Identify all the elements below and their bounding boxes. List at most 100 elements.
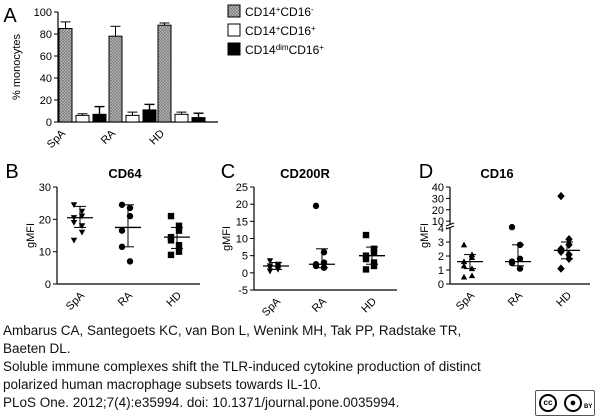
x-tick-label: HD	[359, 296, 379, 316]
legend-label-part: CD16	[280, 5, 311, 19]
x-tick-label: HD	[147, 128, 167, 148]
y-tick-label: 0	[46, 117, 52, 129]
bar	[75, 114, 90, 123]
attribution-icon: ●	[564, 394, 582, 412]
y-axis-label: gMFI	[221, 226, 233, 251]
legend-label-part: CD14	[245, 43, 276, 57]
data-point	[370, 259, 378, 266]
x-tick-label: RA	[116, 289, 136, 309]
citation-authors-line-1: Ambarus CA, Santegoets KC, van Bon L, We…	[3, 323, 462, 338]
panel-c-cd200r-scatter: C CD200R -5 0 5 10 15 20 25 gMFI SpA RA HD	[221, 161, 397, 319]
panel-title: CD64	[108, 166, 142, 181]
bar	[108, 35, 123, 123]
x-tick-label: RA	[99, 127, 119, 147]
y-tick-label: -5	[238, 285, 248, 297]
y-tick-label: 10	[39, 247, 51, 259]
y-tick-label: 10	[432, 216, 444, 228]
y-tick-label: 5	[242, 251, 248, 263]
legend-swatch	[227, 42, 241, 56]
data-point	[362, 231, 370, 239]
legend-label-part: +	[276, 5, 281, 14]
bar	[174, 113, 189, 123]
data-point	[460, 262, 468, 269]
x-tick-label: SpA	[64, 289, 88, 313]
panel-letter-d: D	[419, 161, 433, 183]
axis-break-mark	[445, 225, 455, 230]
data-point	[175, 242, 183, 249]
legend-label: CD14+CD16-	[245, 5, 314, 20]
data-point	[167, 237, 175, 244]
data-point	[167, 251, 175, 259]
y-tick-label: 20	[39, 214, 51, 226]
y-tick-label: 10	[236, 234, 248, 246]
data-point	[70, 237, 78, 244]
data-point	[508, 223, 516, 231]
bar	[142, 109, 157, 123]
legend-swatch	[227, 23, 241, 37]
data-point	[460, 273, 468, 280]
data-point	[557, 247, 565, 256]
data-point	[266, 258, 274, 265]
data-point	[70, 220, 78, 226]
cc-by-license-badge[interactable]: cc ● BY	[535, 390, 595, 416]
y-tick-label: 60	[40, 51, 52, 63]
legend-label-part: +	[319, 43, 324, 52]
legend-label-part: CD16	[289, 43, 320, 57]
legend-label-part: dim	[276, 43, 289, 52]
x-tick-label: RA	[310, 295, 330, 315]
y-tick-label: 1	[438, 265, 444, 277]
y-tick-label: 80	[40, 29, 52, 41]
panel-title: CD200R	[280, 166, 330, 181]
legend-label-part: +	[276, 24, 281, 33]
citation-journal: PLoS One. 2012;7(4):e35994. doi: 10.1371…	[3, 395, 400, 410]
bar	[157, 24, 172, 123]
legend-label-part: CD16	[280, 24, 311, 38]
y-tick-label: 0	[45, 279, 51, 291]
y-tick-label: 20	[236, 199, 248, 211]
y-tick-label: 20	[40, 95, 52, 107]
data-point	[362, 266, 370, 273]
bar	[58, 28, 73, 123]
data-point	[312, 202, 320, 210]
data-point	[370, 249, 378, 256]
y-tick-label: 100	[34, 7, 52, 19]
y-tick-label: 40	[432, 182, 444, 194]
axis-break-mark	[445, 222, 455, 227]
citation-title-line-2: polarized human macrophage subsets towar…	[3, 377, 322, 392]
panel-letter-b: B	[5, 161, 18, 183]
bar	[191, 117, 206, 123]
data-point	[557, 191, 565, 201]
y-axis-label: gMFI	[419, 223, 431, 248]
y-tick-label: 20	[432, 205, 444, 217]
data-point	[118, 227, 126, 234]
panel-letter-c: C	[221, 161, 235, 183]
data-point	[175, 248, 183, 255]
legend-label-part: -	[311, 5, 314, 14]
panel-title: CD16	[480, 166, 513, 181]
y-tick-label: 3	[438, 237, 444, 249]
data-point	[468, 272, 476, 279]
x-tick-label: SpA	[454, 289, 478, 313]
y-tick-label: 25	[236, 182, 248, 194]
legend-label-part: +	[311, 24, 316, 33]
data-point	[557, 264, 565, 273]
y-tick-label: 15	[236, 216, 248, 228]
data-point	[70, 202, 78, 208]
panel-b-cd64-scatter: B CD64 0 10 20 30 gMFI SpA RA HD	[5, 161, 200, 313]
data-point	[460, 241, 468, 248]
by-label: BY	[584, 404, 593, 410]
y-tick-label: 0	[438, 279, 444, 291]
data-point	[167, 212, 175, 220]
data-point	[266, 268, 274, 275]
data-point	[508, 259, 516, 267]
legend-label-part: CD14	[245, 5, 276, 19]
legend-label: CD14+CD16+	[245, 24, 316, 39]
y-axis-label: gMFI	[25, 223, 37, 248]
bar	[125, 114, 140, 123]
x-tick-label: SpA	[45, 127, 69, 151]
y-tick-label: 30	[39, 182, 51, 194]
y-tick-label: 40	[40, 73, 52, 85]
citation-title-line-1: Soluble immune complexes shift the TLR-i…	[3, 359, 481, 374]
